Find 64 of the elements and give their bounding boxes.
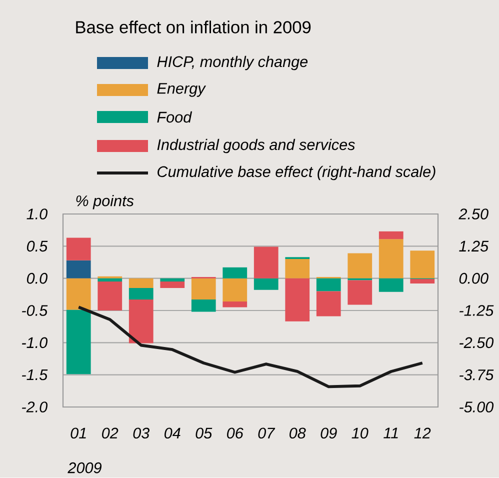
bar	[128, 288, 154, 300]
bar	[160, 282, 185, 288]
legend-label: Industrial goods and services	[157, 139, 355, 154]
y-tick-label: -1.5	[22, 370, 48, 380]
x-axis-title: 2009	[68, 462, 102, 474]
bar	[98, 278, 122, 282]
x-tick-label: 06	[227, 428, 244, 439]
y-tick-label: -0.5	[22, 305, 48, 316]
bar	[254, 246, 278, 278]
bar	[285, 278, 310, 322]
bar	[222, 278, 248, 302]
bar	[66, 310, 91, 374]
y-axis-title: % points	[76, 195, 134, 210]
x-tick-label: 08	[290, 428, 306, 439]
bar	[66, 238, 91, 260]
legend-label: Cumulative base effect (right-hand scale)	[158, 166, 436, 180]
x-tick-label: 04	[164, 428, 180, 439]
y-tick-label: 1.0	[26, 208, 48, 220]
bar	[66, 278, 91, 310]
bar	[66, 260, 91, 278]
y-tick-label: -2.0	[22, 402, 48, 413]
x-tick-label: 09	[320, 428, 337, 439]
y-tick-label: 0.0	[26, 273, 48, 284]
y2-tick-label: 1.25	[459, 240, 489, 252]
y-tick-label: -1.0	[22, 337, 48, 348]
x-tick-label: 01	[70, 428, 86, 439]
bar	[348, 280, 372, 305]
y2-tick-label: -3.75	[460, 370, 494, 380]
x-tick-label: 12	[414, 428, 431, 439]
x-tick-label: 05	[196, 428, 212, 439]
y2-tick-label: -2.50	[460, 337, 494, 348]
x-tick-label: 07	[258, 428, 276, 439]
y2-tick-label: 0.00	[459, 273, 488, 284]
y2-tick-label: -1.25	[460, 305, 494, 316]
x-tick-label: 02	[102, 428, 118, 439]
bar	[316, 291, 341, 316]
bar	[128, 300, 154, 344]
x-tick-label: 10	[352, 428, 368, 439]
x-tick-label: 11	[384, 428, 398, 438]
bar	[378, 232, 404, 240]
bar	[191, 278, 216, 300]
bar	[222, 302, 248, 308]
bar	[410, 250, 435, 278]
legend-label: Food	[157, 112, 192, 123]
bar	[316, 278, 341, 292]
bar	[410, 279, 435, 284]
y2-tick-label: -5.00	[460, 402, 494, 413]
bar	[348, 253, 372, 278]
bar	[378, 239, 404, 278]
bar	[98, 282, 122, 311]
y2-tick-label: 2.50	[458, 208, 488, 220]
legend-label: HICP, monthly change	[157, 56, 308, 70]
bar	[254, 278, 278, 290]
bar	[285, 259, 310, 278]
bar	[128, 278, 154, 288]
bar	[378, 278, 404, 292]
line-series	[77, 306, 424, 388]
x-tick-label: 03	[133, 428, 150, 439]
bar	[191, 300, 216, 312]
bar	[160, 278, 185, 282]
chart-title: Base effect on inflation in 2009	[76, 20, 311, 34]
bar	[222, 268, 248, 278]
y-tick-label: 0.5	[26, 240, 48, 252]
legend-label: Energy	[157, 83, 206, 98]
